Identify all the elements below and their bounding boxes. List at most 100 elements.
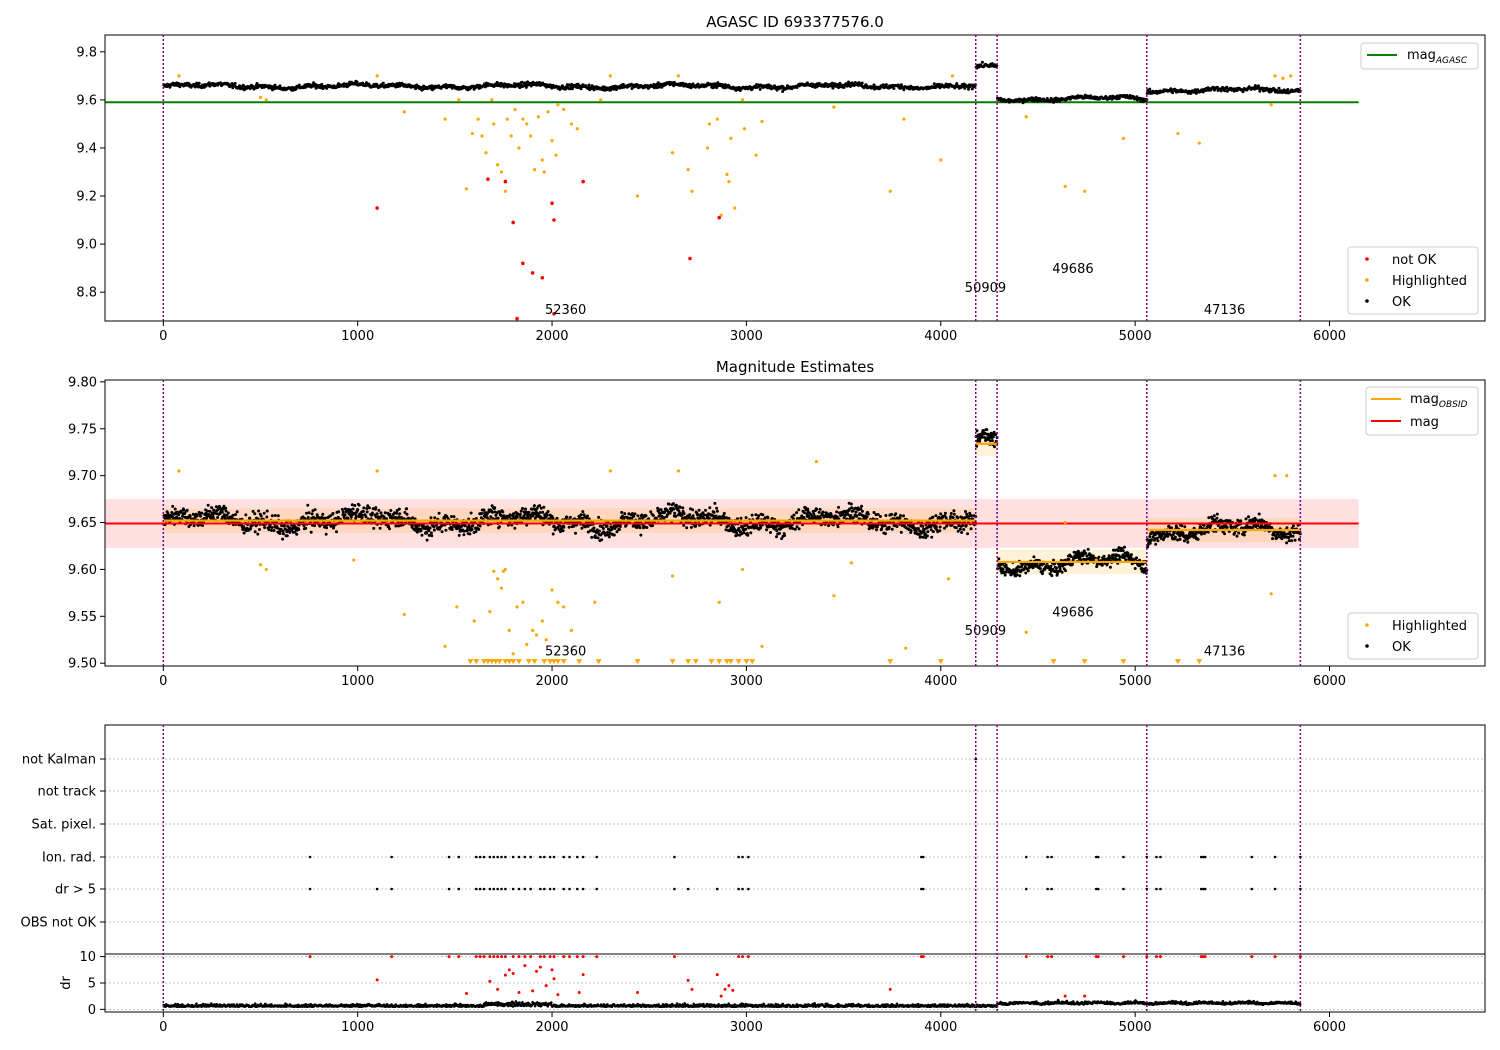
ok-point [437, 511, 441, 515]
flag-point [390, 887, 393, 891]
flag-point [562, 887, 566, 891]
ok-point [1156, 539, 1160, 543]
ok-point [419, 528, 423, 532]
ok-point [592, 88, 596, 92]
ok-point [351, 507, 355, 511]
flag-point [482, 855, 486, 859]
flag-point [529, 887, 532, 891]
ok-point [735, 533, 739, 537]
ok-point [259, 514, 263, 518]
highlighted-point [536, 115, 541, 119]
ok-point [849, 502, 853, 506]
ok-point [716, 81, 720, 85]
ok-point [255, 82, 259, 85]
highlighted-point [531, 628, 535, 632]
flag-point [1203, 855, 1207, 859]
ok-point [1277, 86, 1281, 90]
ok-point [605, 524, 609, 528]
ok-point [297, 528, 301, 531]
ok-point [866, 512, 870, 516]
ok-point [902, 88, 906, 92]
ok-point [1176, 538, 1180, 542]
ok-point [990, 439, 994, 443]
highlighted-point [1269, 592, 1273, 596]
ok-point [934, 525, 938, 529]
flag-point [1122, 855, 1125, 859]
highlighted-point [525, 122, 529, 126]
ok-point [519, 509, 523, 513]
ok-point [713, 501, 717, 505]
flag-point [542, 887, 546, 891]
ok-point [894, 512, 898, 516]
ok-point [674, 503, 678, 507]
clipped-marker [1120, 659, 1127, 665]
ok-point [355, 80, 359, 84]
ok-point [397, 507, 401, 511]
flag-point [523, 887, 527, 891]
clipped-marker [887, 659, 894, 665]
ok-point [1253, 84, 1257, 87]
ok-point [420, 533, 424, 537]
ok-point [899, 530, 903, 534]
flag-point [539, 855, 542, 859]
highlighted-point [1063, 520, 1067, 525]
ok-point [691, 514, 695, 518]
clipped-marker [560, 659, 567, 665]
ok-point [818, 507, 822, 511]
ok-point [964, 510, 967, 513]
magnitude-xtick-label: 5000 [1119, 674, 1152, 689]
ok-point [659, 508, 663, 512]
ok-point [672, 507, 676, 511]
obsid-label: 49686 [1052, 605, 1093, 620]
ok-point [230, 516, 234, 520]
ok-point [817, 510, 821, 514]
ok-point [1100, 563, 1104, 567]
ok-point [480, 512, 484, 515]
ok-point [253, 530, 257, 534]
magnitude-panel: Magnitude Estimates 52360509094968647136… [68, 358, 1486, 689]
ok-point [201, 524, 205, 527]
flag-point [511, 855, 515, 859]
ok-point [318, 524, 322, 528]
highlighted-point [562, 107, 566, 112]
agasc-title: AGASC ID 693377576.0 [706, 13, 884, 31]
ok-point [568, 515, 572, 519]
flag-point [921, 855, 925, 859]
ok-point [980, 435, 984, 439]
ok-point [1001, 567, 1005, 571]
highlighted-point [727, 180, 731, 184]
obsid-label: 50909 [965, 624, 1006, 639]
highlighted-point [375, 469, 379, 473]
ok-point [482, 508, 486, 512]
ok-point [601, 527, 605, 530]
agasc-axes-frame [104, 34, 1486, 322]
not-ok-point [521, 261, 525, 266]
ok-point [462, 529, 466, 533]
ok-point [674, 514, 678, 518]
ok-point [860, 81, 864, 85]
highlighted-point [575, 127, 579, 131]
highlighted-point [484, 151, 488, 155]
not-ok-point [503, 179, 508, 184]
magnitude-xtick-label: 2000 [535, 674, 568, 689]
ok-point [662, 516, 666, 520]
ok-point [197, 81, 201, 85]
ok-point [343, 513, 347, 517]
ok-point [257, 509, 261, 513]
flag-point [686, 887, 690, 891]
highlighted-point [464, 187, 469, 191]
ok-point [586, 514, 589, 518]
ok-point [1235, 534, 1239, 538]
ok-point [235, 510, 239, 514]
ok-point [325, 526, 329, 530]
ok-point [815, 507, 819, 511]
ok-point [1169, 87, 1173, 91]
ok-point [370, 511, 374, 515]
ok-point [313, 524, 317, 528]
flag-point [500, 855, 503, 859]
ok-point [538, 504, 542, 508]
ok-point [546, 510, 550, 513]
flag-point [496, 855, 499, 859]
